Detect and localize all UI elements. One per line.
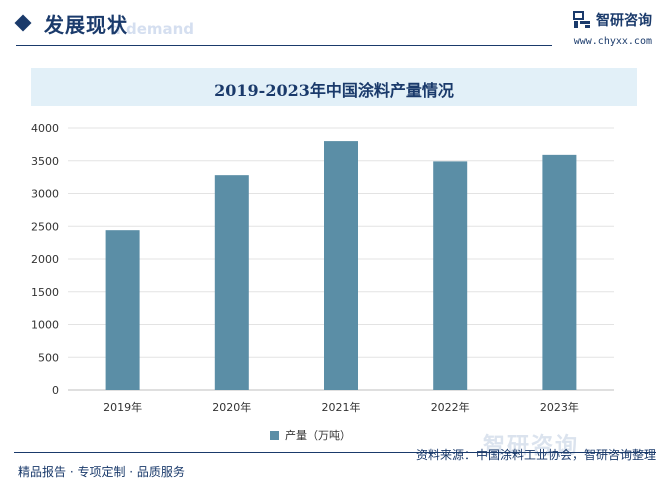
brand-logo-icon	[573, 11, 590, 28]
x-tick-label: 2019年	[103, 400, 142, 414]
legend-swatch	[270, 430, 279, 440]
brand-name: 智研咨询	[596, 13, 652, 29]
legend-label: 产量（万吨）	[285, 429, 351, 442]
x-tick-label: 2020年	[212, 400, 251, 414]
x-tick-label: 2021年	[322, 400, 361, 414]
x-axis-ticks: 2019年 2020年 2021年 2022年 2023年	[103, 400, 579, 414]
header-divider	[16, 45, 552, 46]
header: d demand 发展现状 智研咨询 www.chyxx.com	[0, 0, 670, 56]
y-axis-ticks: 0 500 1000 1500 2000 2500 3000 3500 4000	[31, 122, 59, 397]
y-tick-label: 2000	[31, 253, 59, 266]
y-tick-label: 3000	[31, 188, 59, 201]
bars	[105, 141, 577, 390]
footer-divider	[14, 452, 656, 453]
chart-title: 2019-2023年中国涂料产量情况	[214, 81, 454, 100]
y-tick-label: 500	[38, 351, 59, 364]
brand-url: www.chyxx.com	[573, 36, 652, 47]
source-note: 资料来源：中国涂料工业协会，智研咨询整理	[415, 448, 656, 462]
bar	[324, 141, 358, 390]
y-tick-label: 2500	[31, 220, 59, 233]
x-tick-label: 2022年	[431, 400, 470, 414]
section-watermark: d demand	[110, 20, 195, 38]
bar	[542, 154, 577, 390]
x-tick-label: 2023年	[540, 400, 579, 414]
y-tick-label: 1000	[31, 319, 59, 332]
bar	[433, 161, 468, 390]
y-tick-label: 4000	[31, 122, 59, 135]
footer: 精品报告 · 专项定制 · 品质服务 资料来源：中国涂料工业协会，智研咨询整理	[0, 448, 670, 491]
legend: 产量（万吨）	[270, 427, 351, 443]
bar	[105, 230, 140, 390]
bar	[214, 175, 249, 390]
footer-brand-watermark: 智研咨询	[483, 434, 580, 459]
y-tick-label: 1500	[31, 286, 59, 299]
footer-tagline: 精品报告 · 专项定制 · 品质服务	[18, 465, 185, 479]
y-tick-label: 3500	[31, 155, 59, 168]
y-tick-label: 0	[52, 384, 59, 397]
section-title: 发展现状	[44, 13, 128, 37]
chart-title-bar: 2019-2023年中国涂料产量情况	[31, 68, 637, 106]
brand: 智研咨询 www.chyxx.com	[573, 10, 652, 47]
